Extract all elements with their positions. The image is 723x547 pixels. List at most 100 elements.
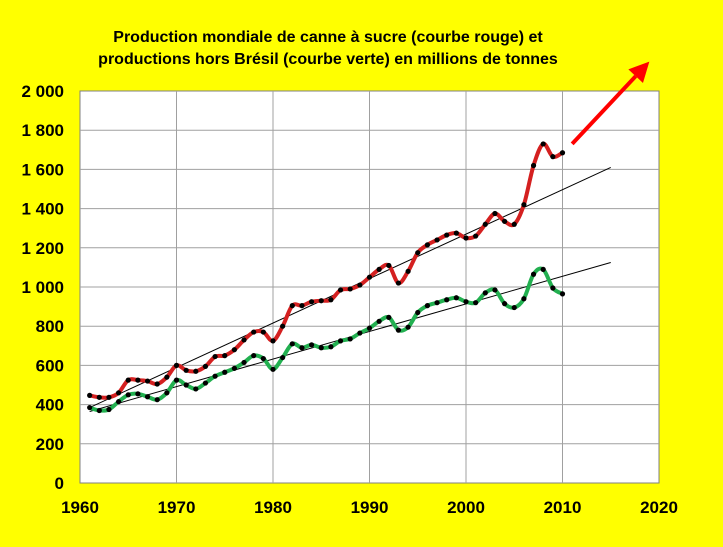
data-point — [173, 362, 180, 368]
data-point — [154, 381, 160, 387]
x-tick-label: 2020 — [640, 498, 678, 517]
data-point — [106, 406, 112, 413]
data-point — [511, 304, 517, 311]
data-point — [270, 366, 276, 372]
x-tick-label: 2000 — [447, 498, 485, 517]
y-tick-label: 0 — [55, 474, 64, 493]
data-point — [96, 394, 102, 400]
data-point — [212, 353, 218, 360]
x-tick-label: 1980 — [254, 498, 292, 517]
data-point — [482, 221, 488, 227]
data-point — [328, 344, 334, 350]
data-point — [154, 397, 160, 403]
x-tick-label: 1960 — [61, 498, 99, 517]
data-point — [299, 345, 305, 351]
data-point — [357, 330, 363, 336]
data-point — [164, 374, 170, 380]
data-point — [347, 286, 353, 292]
data-point — [540, 141, 546, 147]
data-point — [453, 230, 459, 236]
y-tick-label: 1 600 — [21, 160, 64, 179]
data-point — [202, 380, 209, 386]
data-point — [453, 295, 459, 301]
data-point — [241, 359, 247, 366]
data-point — [530, 271, 537, 277]
y-tick-label: 1 000 — [21, 278, 64, 297]
data-point — [444, 232, 450, 238]
data-point — [106, 394, 112, 400]
data-point — [337, 338, 344, 344]
arrow-shaft — [570, 74, 638, 146]
data-point — [424, 303, 430, 309]
arrow-head — [628, 61, 650, 84]
data-point — [415, 309, 421, 316]
data-point — [202, 363, 209, 369]
x-tick-label: 1990 — [351, 498, 389, 517]
data-point — [473, 300, 479, 306]
y-tick-label: 800 — [36, 317, 64, 336]
x-tick-label: 1970 — [158, 498, 196, 517]
data-point — [463, 299, 469, 305]
y-tick-label: 1 200 — [21, 239, 64, 258]
data-point — [405, 268, 411, 274]
chart-title-line-2: productions hors Brésil (courbe verte) e… — [98, 51, 558, 68]
data-point — [521, 296, 527, 302]
data-point — [550, 285, 556, 291]
data-point — [183, 367, 189, 373]
arrow — [570, 61, 650, 146]
data-point — [173, 377, 180, 383]
data-point — [260, 329, 266, 335]
data-point — [241, 337, 247, 343]
data-point — [289, 341, 295, 347]
grid — [80, 91, 659, 483]
data-point — [492, 210, 498, 217]
data-point — [405, 324, 411, 330]
data-point — [318, 298, 324, 304]
data-point — [366, 274, 373, 280]
data-point — [144, 378, 151, 384]
chart-title-line-1: Production mondiale de canne à sucre (co… — [113, 29, 543, 46]
y-tick-label: 600 — [36, 356, 64, 375]
data-point — [212, 373, 218, 379]
y-tick-label: 1 400 — [21, 200, 64, 219]
data-point — [424, 242, 430, 248]
data-point — [164, 390, 170, 396]
data-point — [135, 391, 141, 397]
data-point — [87, 392, 93, 398]
data-point — [502, 218, 508, 224]
data-point — [309, 299, 315, 305]
data-point — [550, 154, 556, 160]
data-point — [482, 290, 488, 296]
data-point — [376, 318, 382, 324]
data-point — [502, 301, 508, 307]
data-point — [415, 250, 421, 256]
data-point — [328, 297, 334, 303]
tick-labels: 0 200 400 600 800 1 000 1 200 1 400 1 600 1 800 2 … — [21, 82, 677, 517]
data-point — [386, 262, 392, 269]
y-tick-label: 2 000 — [21, 82, 64, 101]
data-point — [116, 390, 122, 396]
x-tick-label: 2010 — [544, 498, 582, 517]
series — [87, 141, 566, 414]
data-point — [376, 266, 382, 272]
data-point — [434, 300, 440, 306]
data-point — [125, 392, 131, 398]
y-tick-label: 1 800 — [21, 121, 64, 140]
data-point — [251, 353, 257, 359]
data-point — [559, 150, 566, 156]
data-point — [270, 338, 276, 344]
data-point — [434, 237, 440, 243]
data-point — [260, 355, 266, 362]
data-point — [135, 377, 141, 383]
data-point — [299, 303, 305, 309]
data-point — [183, 382, 189, 388]
data-point — [289, 303, 295, 309]
data-point — [87, 404, 93, 411]
data-point — [193, 386, 199, 392]
data-point — [395, 327, 402, 333]
data-point — [395, 280, 402, 286]
data-point — [193, 368, 199, 374]
data-point — [492, 287, 498, 293]
